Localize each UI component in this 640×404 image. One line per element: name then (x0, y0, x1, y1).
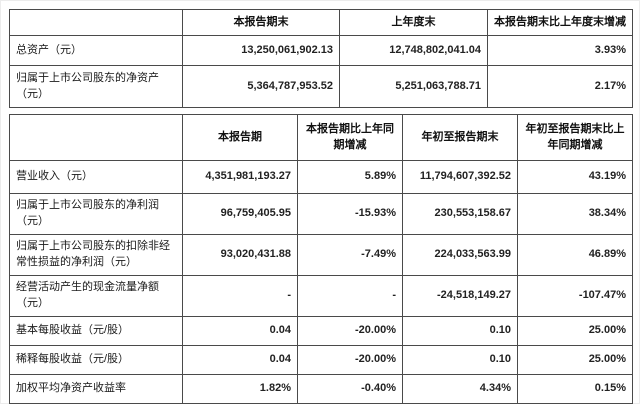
column-header: 上年度末 (339, 9, 488, 36)
cell-value: 12,748,802,041.04 (339, 35, 488, 66)
column-header: 本报告期末比上年度末增减 (487, 9, 633, 36)
cell-value: 5.89% (297, 160, 403, 194)
cell-value: 43.19% (517, 160, 633, 194)
cell-value: 2.17% (487, 65, 633, 108)
row-label: 经营活动产生的现金流量净额（元） (9, 275, 183, 317)
balance-summary-table: 本报告期末 上年度末 本报告期末比上年度末增减 总资产（元） 13,250,06… (9, 9, 633, 108)
table-row: 营业收入（元） 4,351,981,193.27 5.89% 11,794,60… (9, 160, 633, 194)
column-header: 年初至报告期末比上年同期增减 (517, 114, 633, 161)
period-metrics-table: 本报告期 本报告期比上年同期增减 年初至报告期末 年初至报告期末比上年同期增减 … (9, 114, 633, 404)
table-row: 基本每股收益（元/股） 0.04 -20.00% 0.10 25.00% (9, 316, 633, 346)
column-header: 本报告期比上年同期增减 (297, 114, 403, 161)
cell-value: 25.00% (517, 345, 633, 375)
cell-value: 96,759,405.95 (182, 193, 298, 235)
cell-value: 46.89% (517, 234, 633, 276)
cell-value: 0.04 (182, 345, 298, 375)
cell-value: 224,033,563.99 (402, 234, 518, 276)
cell-value: 1.82% (182, 374, 298, 404)
cell-value: -7.49% (297, 234, 403, 276)
cell-value: -20.00% (297, 316, 403, 346)
cell-value: -0.40% (297, 374, 403, 404)
row-label: 基本每股收益（元/股） (9, 316, 183, 346)
cell-value: 11,794,607,392.52 (402, 160, 518, 194)
table-header-row: 本报告期 本报告期比上年同期增减 年初至报告期末 年初至报告期末比上年同期增减 (9, 114, 633, 161)
row-label: 归属于上市公司股东的净利润（元） (9, 193, 183, 235)
cell-value: 93,020,431.88 (182, 234, 298, 276)
cell-value: -15.93% (297, 193, 403, 235)
cell-value: -107.47% (517, 275, 633, 317)
cell-value: 0.10 (402, 316, 518, 346)
table-row: 经营活动产生的现金流量净额（元） - - -24,518,149.27 -107… (9, 275, 633, 317)
table-header-row: 本报告期末 上年度末 本报告期末比上年度末增减 (9, 9, 633, 36)
corner-cell (9, 114, 183, 161)
table-row: 归属于上市公司股东的扣除非经常性损益的净利润（元） 93,020,431.88 … (9, 234, 633, 276)
cell-value: -24,518,149.27 (402, 275, 518, 317)
cell-value: - (297, 275, 403, 317)
column-header: 本报告期末 (182, 9, 340, 36)
column-header: 本报告期 (182, 114, 298, 161)
cell-value: 0.10 (402, 345, 518, 375)
row-label: 营业收入（元） (9, 160, 183, 194)
table-row: 加权平均净资产收益率 1.82% -0.40% 4.34% 0.15% (9, 374, 633, 404)
row-label: 总资产（元） (9, 35, 183, 66)
table-row: 归属于上市公司股东的净利润（元） 96,759,405.95 -15.93% 2… (9, 193, 633, 235)
corner-cell (9, 9, 183, 36)
cell-value: 5,364,787,953.52 (182, 65, 340, 108)
table-row: 稀释每股收益（元/股） 0.04 -20.00% 0.10 25.00% (9, 345, 633, 375)
cell-value: 4,351,981,193.27 (182, 160, 298, 194)
cell-value: 4.34% (402, 374, 518, 404)
cell-value: 5,251,063,788.71 (339, 65, 488, 108)
row-label: 稀释每股收益（元/股） (9, 345, 183, 375)
cell-value: 0.04 (182, 316, 298, 346)
cell-value: 0.15% (517, 374, 633, 404)
cell-value: 25.00% (517, 316, 633, 346)
row-label: 归属于上市公司股东的净资产（元） (9, 65, 183, 108)
table-row: 总资产（元） 13,250,061,902.13 12,748,802,041.… (9, 35, 633, 66)
cell-value: 13,250,061,902.13 (182, 35, 340, 66)
cell-value: 3.93% (487, 35, 633, 66)
cell-value: -20.00% (297, 345, 403, 375)
cell-value: 230,553,158.67 (402, 193, 518, 235)
table-row: 归属于上市公司股东的净资产（元） 5,364,787,953.52 5,251,… (9, 65, 633, 108)
cell-value: - (182, 275, 298, 317)
row-label: 归属于上市公司股东的扣除非经常性损益的净利润（元） (9, 234, 183, 276)
column-header: 年初至报告期末 (402, 114, 518, 161)
row-label: 加权平均净资产收益率 (9, 374, 183, 404)
cell-value: 38.34% (517, 193, 633, 235)
